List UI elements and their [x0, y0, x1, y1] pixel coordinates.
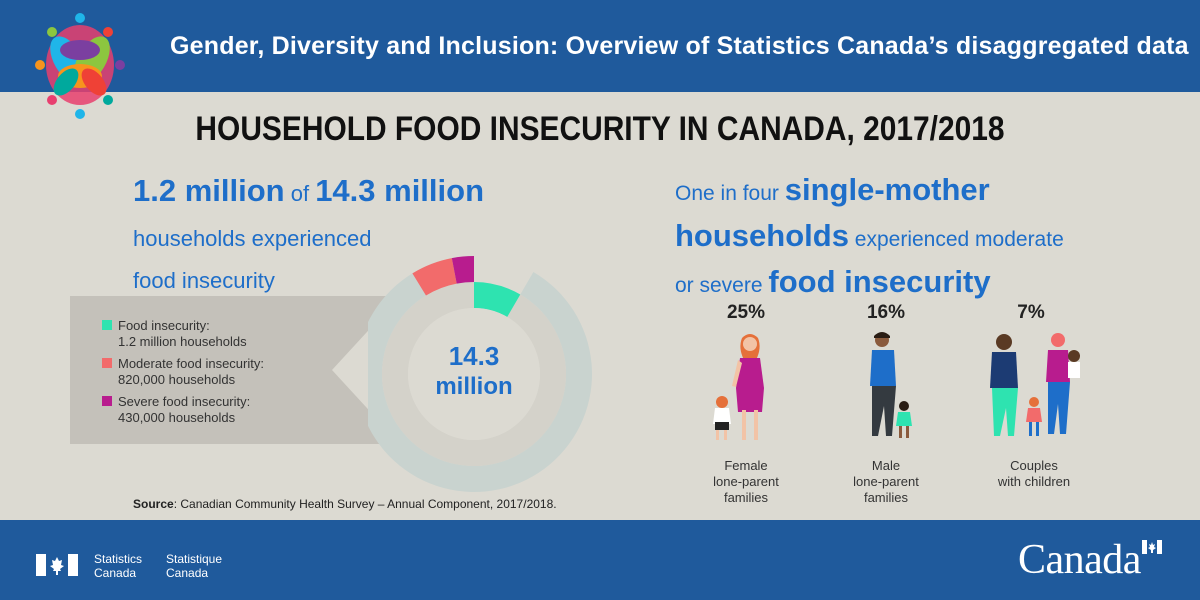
family-label-line: families — [723, 490, 769, 505]
legend-label: Severe food insecurity: — [118, 394, 251, 409]
left-stat-part3: 14.3 million — [315, 173, 485, 208]
legend-label: Moderate food insecurity: — [118, 356, 264, 371]
legend-item-moderate: Moderate food insecurity: 820,000 househ… — [102, 356, 264, 388]
family-label-line: Female — [724, 458, 768, 473]
left-statistic: 1.2 million of 14.3 million households e… — [133, 170, 573, 302]
right-stat-part1: One in four — [675, 182, 785, 205]
legend-label: Food insecurity: — [118, 318, 210, 333]
right-stat-part5: or severe — [675, 274, 769, 297]
source-label: Source — [133, 497, 174, 511]
source-text: : Canadian Community Health Survey – Ann… — [173, 497, 557, 511]
page-title: HOUSEHOLD FOOD INSECURITY IN CANADA, 201… — [195, 110, 1005, 148]
family-label-line: lone-parent — [713, 474, 779, 489]
footer-band — [0, 520, 1200, 600]
donut-center-unit: million — [435, 373, 512, 400]
family-pct-male: 16% — [866, 302, 906, 323]
family-label-line: Couples — [1010, 458, 1058, 473]
canada-wordmark: Canada — [1018, 537, 1141, 583]
legend-swatch-food-insecurity — [102, 320, 112, 330]
legend-value: 430,000 households — [118, 410, 236, 425]
gdi-logo-icon — [35, 13, 125, 119]
donut-hole — [408, 308, 540, 440]
family-label-line: families — [863, 490, 909, 505]
legend-item-food-insecurity: Food insecurity: 1.2 million households — [102, 318, 247, 350]
couple-illustration — [990, 333, 1080, 436]
legend-value: 1.2 million households — [118, 334, 247, 349]
family-pct-female: 25% — [726, 302, 766, 323]
source-note: Source: Canadian Community Health Survey… — [133, 497, 557, 511]
statistics-canada-en: Statistics Canada — [94, 552, 142, 580]
donut-chart: 14.3 million — [368, 256, 592, 492]
right-statistic: One in four single-mother households exp… — [675, 170, 1195, 308]
family-label-couples: Couples with children — [969, 458, 1099, 490]
right-stat-part2: single-mother — [784, 172, 990, 207]
legend-value: 820,000 households — [118, 372, 236, 387]
family-label-female: Female lone-parent families — [681, 458, 811, 506]
legend-background — [70, 296, 400, 444]
header-title: Gender, Diversity and Inclusion: Overvie… — [170, 32, 1189, 60]
legend-item-severe: Severe food insecurity: 430,000 househol… — [102, 394, 251, 426]
left-stat-line2: households experienced — [133, 226, 372, 251]
female-lone-parent-illustration — [713, 334, 764, 440]
legend-swatch-moderate — [102, 358, 112, 368]
left-stat-part1: 1.2 million — [133, 173, 285, 208]
donut-slice-severe — [451, 256, 474, 284]
sc-fr-line2: Canada — [166, 566, 209, 580]
donut-slice-food-insecurity — [474, 282, 521, 317]
right-stat-part3: households — [675, 218, 849, 253]
left-stat-line3: food insecurity — [133, 268, 275, 293]
sc-fr-line1: Statistique — [166, 552, 223, 566]
family-label-male: Male lone-parent families — [821, 458, 951, 506]
family-pct-couples: 7% — [1017, 302, 1045, 323]
statistique-canada-fr: Statistique Canada — [166, 552, 222, 580]
left-stat-part2: of — [284, 181, 316, 206]
sc-en-line1: Statistics — [94, 552, 143, 566]
header-band — [0, 0, 1200, 92]
right-stat-part4: experienced moderate — [848, 228, 1064, 251]
family-label-line: lone-parent — [853, 474, 919, 489]
canada-wordmark-flag-icon — [1142, 540, 1162, 554]
donut-slice-moderate — [412, 258, 457, 296]
family-label-line: Male — [871, 458, 901, 473]
legend-swatch-severe — [102, 396, 112, 406]
sc-en-line2: Canada — [94, 566, 137, 580]
canada-flag-icon — [36, 554, 78, 576]
family-label-line: with children — [997, 474, 1071, 489]
male-lone-parent-illustration — [870, 332, 912, 438]
right-stat-part6: food insecurity — [768, 264, 991, 299]
donut-center-value: 14.3 — [449, 341, 500, 371]
